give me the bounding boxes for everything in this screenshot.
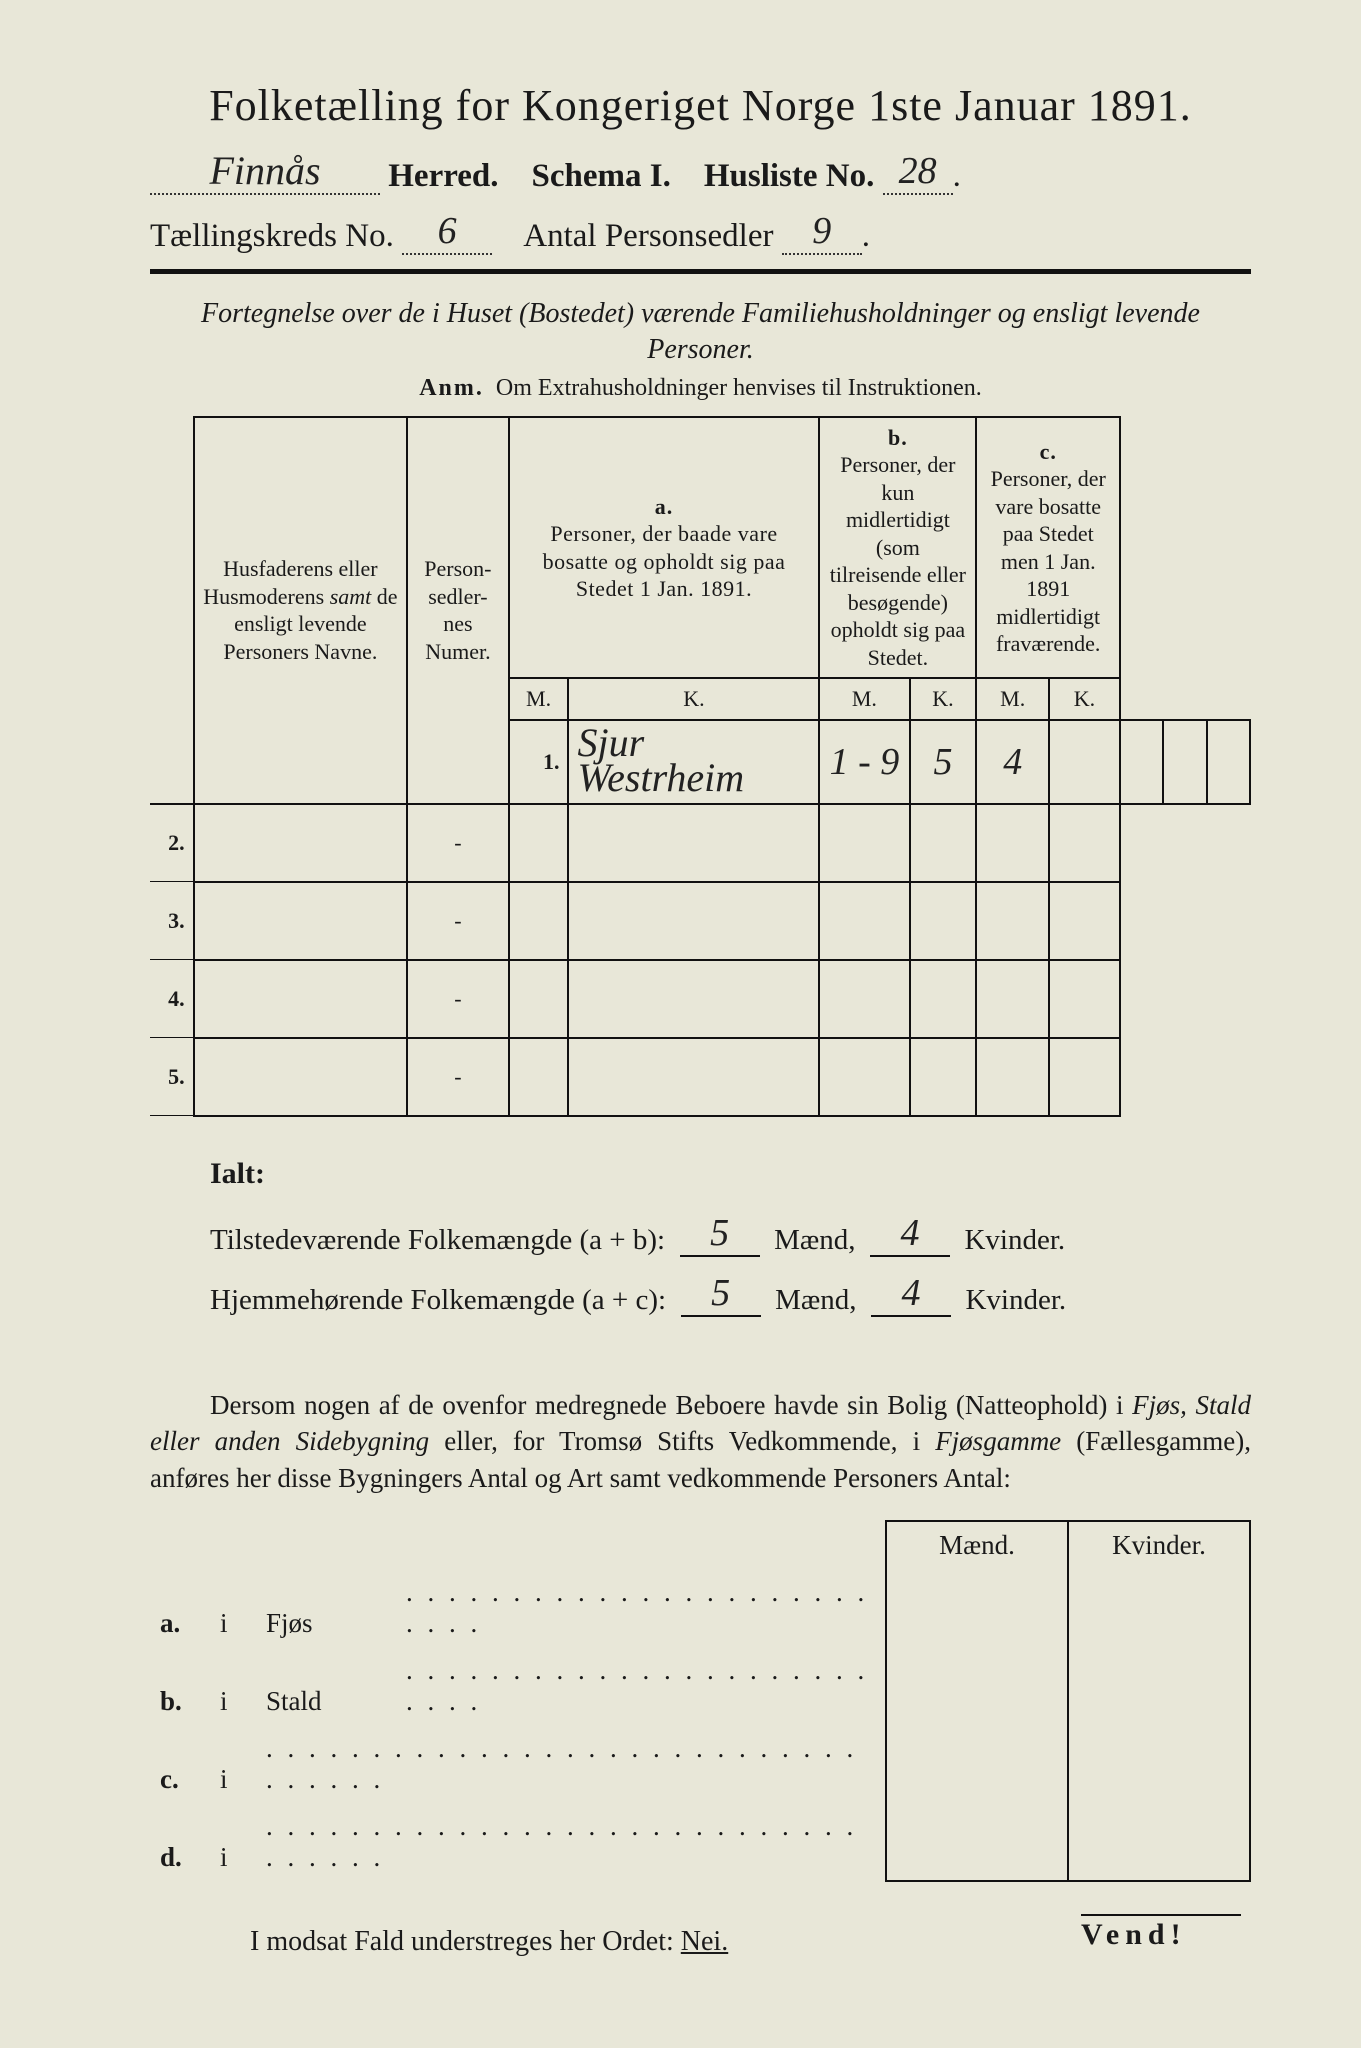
- col-c: c. Personer, der vare bosatte paa Stedet…: [976, 417, 1119, 679]
- col-c-k: K.: [1049, 678, 1120, 720]
- name-value: Sjur Westrheim: [577, 720, 744, 800]
- bld-row: c. i . . . . . . . . . . . . . . . . . .…: [150, 1725, 1250, 1803]
- herred-label: Herred.: [388, 158, 498, 194]
- schema-label: Schema I.: [532, 158, 671, 194]
- col-a-m: M.: [509, 678, 569, 720]
- rule-1: [150, 269, 1251, 274]
- ialt-label: Ialt:: [210, 1157, 1251, 1191]
- bld-kvinder: Kvinder.: [1068, 1521, 1250, 1569]
- sedler-label: Antal Personsedler: [523, 218, 773, 254]
- anm-text: Om Extrahusholdninger henvises til Instr…: [496, 375, 982, 401]
- bld-maend: Mænd.: [886, 1521, 1068, 1569]
- numer-value: 1 - 9: [830, 741, 900, 783]
- kreds-label: Tællingskreds No.: [150, 218, 394, 254]
- herred-value: Finnås: [209, 148, 320, 193]
- paragraph: Dersom nogen af de ovenfor medregnede Be…: [150, 1387, 1251, 1496]
- table-row: 4. -: [150, 960, 1250, 1038]
- header-line-2: Tællingskreds No. 6 Antal Personsedler 9…: [150, 209, 1251, 255]
- bld-row: d. i . . . . . . . . . . . . . . . . . .…: [150, 1803, 1250, 1881]
- total-ab: Tilstedeværende Folkemængde (a + b): 5 M…: [210, 1211, 1251, 1257]
- ac-m: 5: [711, 1272, 730, 1314]
- vend: Vend!: [1081, 1914, 1241, 1952]
- main-table: Husfaderens eller Husmode​rens samt de e…: [150, 416, 1251, 1117]
- husliste-no: 28: [899, 150, 937, 192]
- total-ac: Hjemmehørende Folkemængde (a + c): 5 Mæn…: [210, 1271, 1251, 1317]
- nei-word: Nei.: [681, 1926, 728, 1957]
- ab-k: 4: [900, 1212, 919, 1254]
- col-b-k: K.: [910, 678, 977, 720]
- kreds-no: 6: [438, 210, 457, 252]
- husliste-label: Husliste No.: [704, 158, 875, 194]
- sedler-no: 9: [812, 210, 831, 252]
- col-b-m: M.: [819, 678, 909, 720]
- col-a-k: K.: [568, 678, 819, 720]
- subtitle: Fortegnelse over de i Huset (Bostedet) v…: [150, 296, 1251, 369]
- bld-row: b. i Stald . . . . . . . . . . . . . . .…: [150, 1647, 1250, 1725]
- table-row: 2. -: [150, 804, 1250, 882]
- col-a: a. Personer, der baade vare bosatte og o…: [509, 417, 820, 679]
- bld-row: a. i Fjøs . . . . . . . . . . . . . . . …: [150, 1569, 1250, 1647]
- col-numer: Person-sedler-nesNumer.: [407, 417, 509, 804]
- ab-m: 5: [710, 1212, 729, 1254]
- page-title: Folketælling for Kongeriget Norge 1ste J…: [150, 80, 1251, 131]
- table-row: 3. -: [150, 882, 1250, 960]
- header-line-1: Finnås Herred. Schema I. Husliste No. 28…: [150, 149, 1251, 195]
- building-table: Mænd. Kvinder. a. i Fjøs . . . . . . . .…: [150, 1520, 1251, 1882]
- ac-k: 4: [901, 1272, 920, 1314]
- anm-line: Anm. Om Extrahusholdninger henvises til …: [150, 375, 1251, 402]
- col-b: b. Personer, der kun midlertidigt (som t…: [819, 417, 976, 679]
- anm-label: Anm.: [419, 375, 484, 401]
- table-row: 5. -: [150, 1038, 1250, 1116]
- col-names: Husfaderens eller Husmode​rens samt de e…: [194, 417, 408, 804]
- col-c-m: M.: [976, 678, 1048, 720]
